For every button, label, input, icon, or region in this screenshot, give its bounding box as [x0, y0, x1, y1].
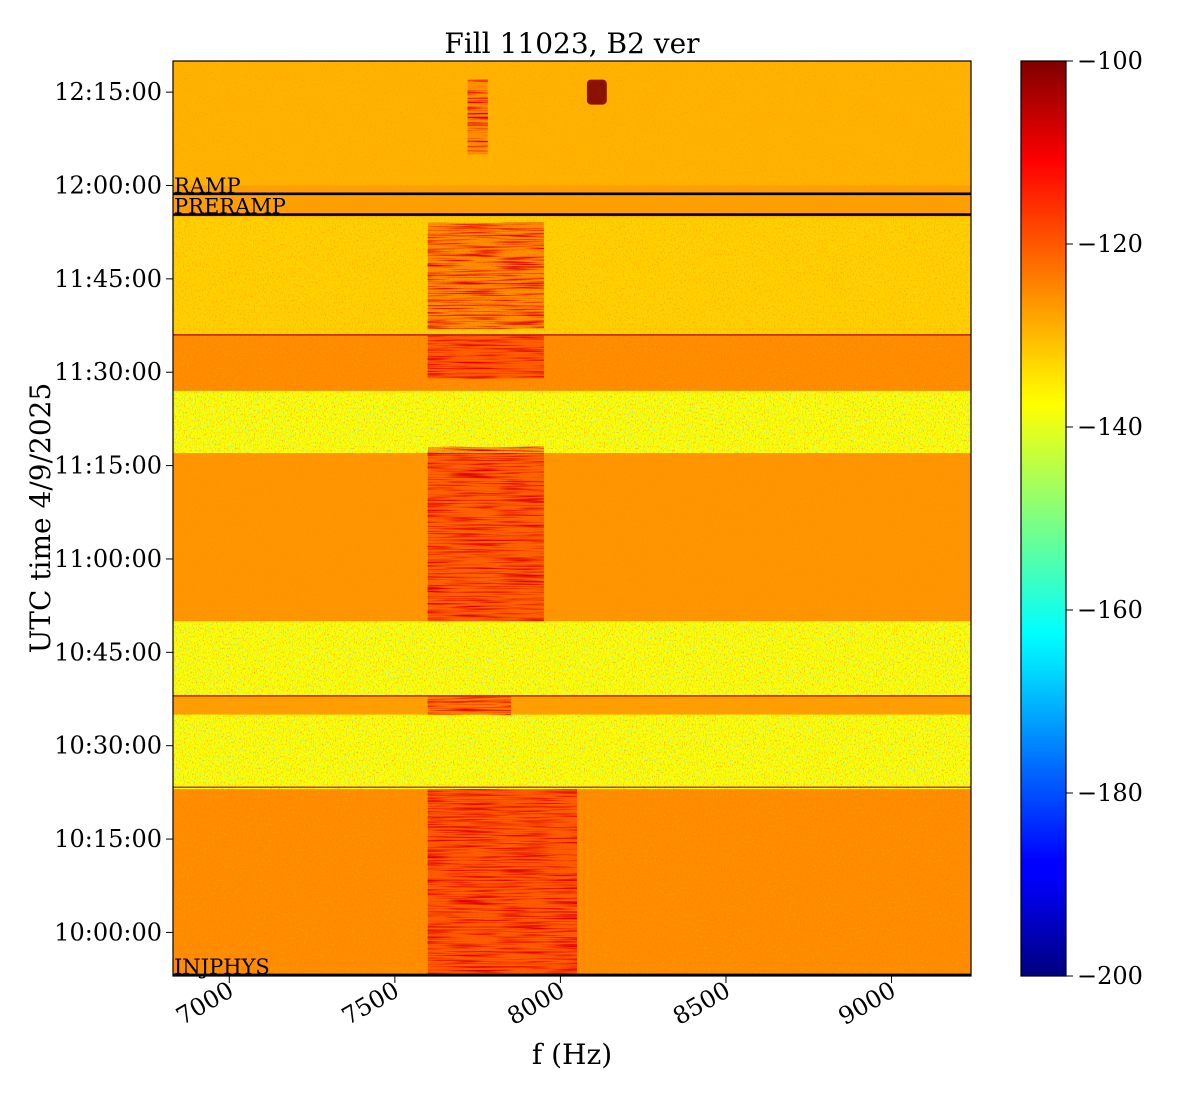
green-speckle-band [173, 390, 971, 454]
signal-feature [586, 79, 607, 105]
colorbar-tick-label: −180 [1077, 779, 1143, 807]
chart-title: Fill 11023, B2 ver [444, 27, 700, 60]
signal-feature-streaks [467, 79, 488, 155]
colorbar [1020, 60, 1067, 977]
y-tick-label: 10:45:00 [54, 638, 162, 666]
signal-feature-streaks [427, 789, 577, 976]
green-speckle [173, 390, 971, 790]
mode-marker-label: INJPHYS [174, 955, 270, 979]
plot-area [173, 61, 971, 976]
colorbar-tick-label: −100 [1077, 47, 1143, 75]
colorbar-tick-label: −200 [1077, 962, 1143, 990]
x-tick-label: 7500 [337, 976, 404, 1031]
colorbar-tick-label: −120 [1077, 230, 1143, 258]
x-tick-label: 8000 [503, 976, 570, 1031]
y-tick-label: 10:15:00 [54, 825, 162, 853]
y-tick-label: 11:30:00 [54, 358, 162, 386]
signal-feature-streaks [427, 446, 544, 622]
signal-feature-streaks [427, 334, 544, 379]
colorbar-axis: −100 −120 −140 −160 −180 −200 [1066, 47, 1143, 990]
y-tick-label: 11:00:00 [54, 545, 162, 573]
green-speckle-band [173, 621, 971, 696]
y-tick-label: 12:15:00 [54, 78, 162, 106]
x-tick-label: 8500 [668, 976, 735, 1031]
mode-marker-label: PRERAMP [174, 195, 286, 219]
y-axis: 10:00:00 10:15:00 10:30:00 10:45:00 11:00:00… [54, 78, 173, 946]
signal-feature-streaks [427, 222, 544, 329]
y-tick-label: 11:15:00 [54, 452, 162, 480]
y-tick-label: 11:45:00 [54, 265, 162, 293]
x-tick-label: 7000 [171, 976, 238, 1031]
y-tick-label: 12:00:00 [54, 171, 162, 199]
thin-lines [173, 334, 971, 788]
y-tick-label: 10:30:00 [54, 732, 162, 760]
x-axis-label: f (Hz) [532, 1038, 612, 1071]
colorbar-tick-label: −160 [1077, 596, 1143, 624]
colorbar-tick-label: −140 [1077, 413, 1143, 441]
plot-frame [172, 60, 972, 977]
signal-feature-streaks [427, 695, 511, 715]
mode-marker-label: RAMP [174, 174, 241, 198]
signal-features [427, 79, 607, 976]
x-tick-label: 9000 [834, 976, 901, 1031]
y-axis-label: UTC time 4/9/2025 [24, 383, 57, 654]
x-axis: 7000 7500 8000 8500 9000 [171, 976, 900, 1031]
green-speckle-band [173, 714, 971, 790]
y-tick-label: 10:00:00 [54, 918, 162, 946]
